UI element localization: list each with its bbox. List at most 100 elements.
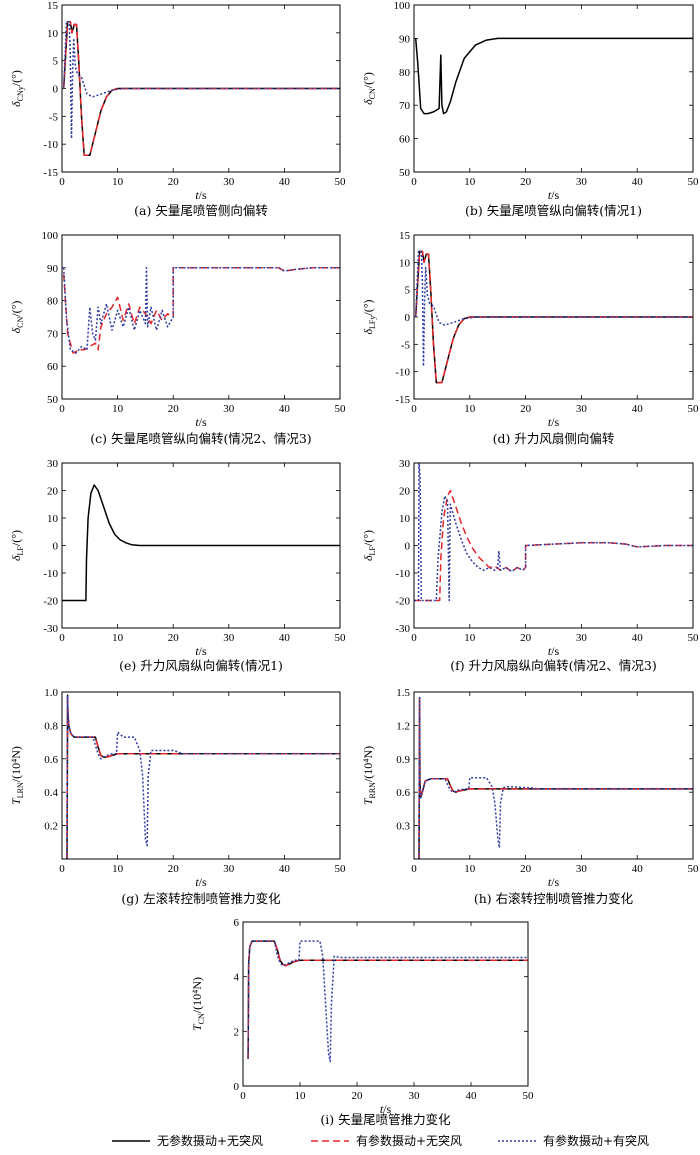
series-group (62, 267, 340, 354)
x-axis-label: t/s (548, 875, 560, 889)
chart-c: 0 10 20 30 40 50 50 60 70 80 90 100 t/s δCN/(°) (c) 矢量… (9, 230, 346, 446)
series-line-s3 (62, 267, 340, 354)
series-group (414, 250, 693, 384)
chart-panels: 0 10 20 30 40 50-15-10-5051015t/sδCNy/(°)(a) … (9, 0, 699, 1127)
y-tick-label: 20 (399, 486, 411, 498)
x-tick-label: 0 (411, 403, 417, 415)
series-line-s3 (414, 250, 693, 367)
series-group (414, 37, 693, 115)
x-tick-label: 10 (464, 863, 476, 875)
y-axis-label: δCNy/(°) (9, 70, 25, 107)
x-tick-label: 20 (168, 403, 180, 415)
x-tick-label: 0 (59, 176, 65, 188)
plot-frame (413, 462, 694, 629)
y-tick-label: -5 (401, 339, 411, 351)
y-axis-label: δLF/(°) (361, 530, 377, 561)
x-tick-label: 30 (576, 863, 588, 875)
y-tick-label: -20 (43, 596, 58, 608)
plot-frame (61, 462, 341, 629)
y-tick-label: 5 (53, 56, 59, 68)
x-axis-label: t/s (548, 644, 560, 658)
y-tick-label: 90 (47, 263, 59, 275)
x-tick-label: 40 (632, 632, 644, 644)
y-tick-label: 6 (234, 917, 240, 929)
x-tick-label: 20 (168, 863, 180, 875)
x-tick-label: 40 (632, 863, 644, 875)
x-tick-label: 50 (688, 632, 700, 644)
y-axis-label: TLRN/(10⁴N) (9, 746, 25, 805)
x-tick-label: 20 (168, 176, 180, 188)
chart-caption: (c) 矢量尾喷管纵向偏转(情况2、情况3) (90, 431, 311, 446)
x-tick-label: 30 (223, 403, 235, 415)
y-tick-label: 80 (399, 67, 411, 79)
x-tick-label: 50 (335, 863, 347, 875)
x-tick-label: 40 (279, 176, 291, 188)
legend: 无参数摄动+无突风 有参数摄动+无突风 有参数摄动+有突风 (112, 1133, 649, 1148)
chart-d: 0 10 20 30 40 50 -15 -10 -5 0 5 10 15 t/s δLFy/(°) (d) … (361, 230, 699, 446)
x-tick-label: 30 (223, 863, 235, 875)
chart-f: 0 10 20 30 40 50 -30 -20 -10 0 10 20 30 t/s δLF/(°) (f)… (361, 458, 699, 673)
chart-b: 0 10 20 30 40 50 50 60 70 80 90 100 t/s δCN/(°) (b) 矢量… (361, 0, 699, 218)
series-line-s1 (418, 696, 693, 859)
chart-caption: (h) 右滚转控制喷管推力变化 (474, 891, 634, 906)
series-line-s3 (66, 694, 340, 859)
plot-frame (413, 234, 694, 400)
x-tick-label: 10 (464, 403, 476, 415)
x-tick-label: 30 (409, 1090, 421, 1102)
x-tick-label: 30 (576, 176, 588, 188)
series-line-s1 (66, 694, 340, 859)
y-tick-label: -10 (43, 139, 58, 151)
y-tick-label: -20 (395, 596, 410, 608)
y-axis-label: δCN/(°) (361, 72, 377, 105)
y-tick-label: -30 (395, 623, 410, 635)
x-tick-label: 0 (411, 176, 417, 188)
y-tick-label: 10 (47, 513, 59, 525)
x-tick-label: 0 (240, 1090, 246, 1102)
plot-frame (61, 691, 341, 860)
chart-caption: (i) 矢量尾喷管推力变化 (320, 1112, 451, 1127)
x-tick-label: 10 (464, 176, 476, 188)
x-tick-label: 40 (632, 176, 644, 188)
x-tick-label: 40 (279, 632, 291, 644)
y-tick-label: 5 (405, 285, 411, 297)
series-line-s2 (66, 694, 340, 859)
series-line-s3 (418, 696, 693, 859)
y-tick-label: 70 (399, 100, 411, 112)
legend-label-s3: 有参数摄动+有突风 (543, 1133, 649, 1148)
y-tick-label: 10 (47, 28, 59, 40)
x-tick-label: 50 (688, 403, 700, 415)
chart-h: 0 10 20 30 40 50 0.3 0.6 0.9 1.2 1.5 t/s TRRN/(10⁴N)… (361, 687, 699, 906)
series-line-s1 (62, 484, 340, 602)
x-tick-label: 50 (523, 1090, 535, 1102)
chart-caption: (d) 升力风扇侧向偏转 (493, 431, 615, 446)
chart-caption: (b) 矢量尾喷管纵向偏转(情况1) (465, 203, 642, 218)
y-tick-label: -5 (49, 111, 59, 123)
x-tick-label: 20 (520, 403, 532, 415)
x-tick-label: 30 (223, 632, 235, 644)
chart-caption: (e) 升力风扇纵向偏转(情况1) (119, 658, 283, 673)
x-tick-label: 50 (335, 403, 347, 415)
series-line-s2 (414, 250, 693, 384)
y-axis-label: TRRN/(10⁴N) (361, 746, 377, 805)
series-group (62, 484, 340, 602)
plot-frame (413, 4, 694, 173)
y-tick-label: -10 (395, 568, 410, 580)
x-tick-label: 10 (464, 632, 476, 644)
series-group (66, 694, 340, 859)
chart-g: 0 10 20 30 40 50 0.2 0.4 0.6 0.8 1.0 t/s TLRN/(10⁴N)… (9, 687, 346, 906)
y-tick-label: 70 (47, 328, 59, 340)
series-line-s2 (62, 20, 340, 157)
x-tick-label: 50 (688, 863, 700, 875)
x-axis-label: t/s (195, 875, 207, 889)
x-tick-label: 0 (411, 863, 417, 875)
y-tick-label: 30 (399, 458, 411, 470)
y-tick-label: 80 (47, 296, 59, 308)
y-tick-label: 0.2 (44, 821, 58, 833)
y-tick-label: 0 (234, 1081, 240, 1093)
x-axis-label: t/s (380, 1102, 392, 1116)
x-tick-label: 40 (279, 863, 291, 875)
series-group (418, 696, 693, 859)
y-tick-label: 2 (234, 1026, 240, 1038)
y-tick-label: 0 (405, 541, 411, 553)
y-tick-label: 1.2 (396, 720, 410, 732)
